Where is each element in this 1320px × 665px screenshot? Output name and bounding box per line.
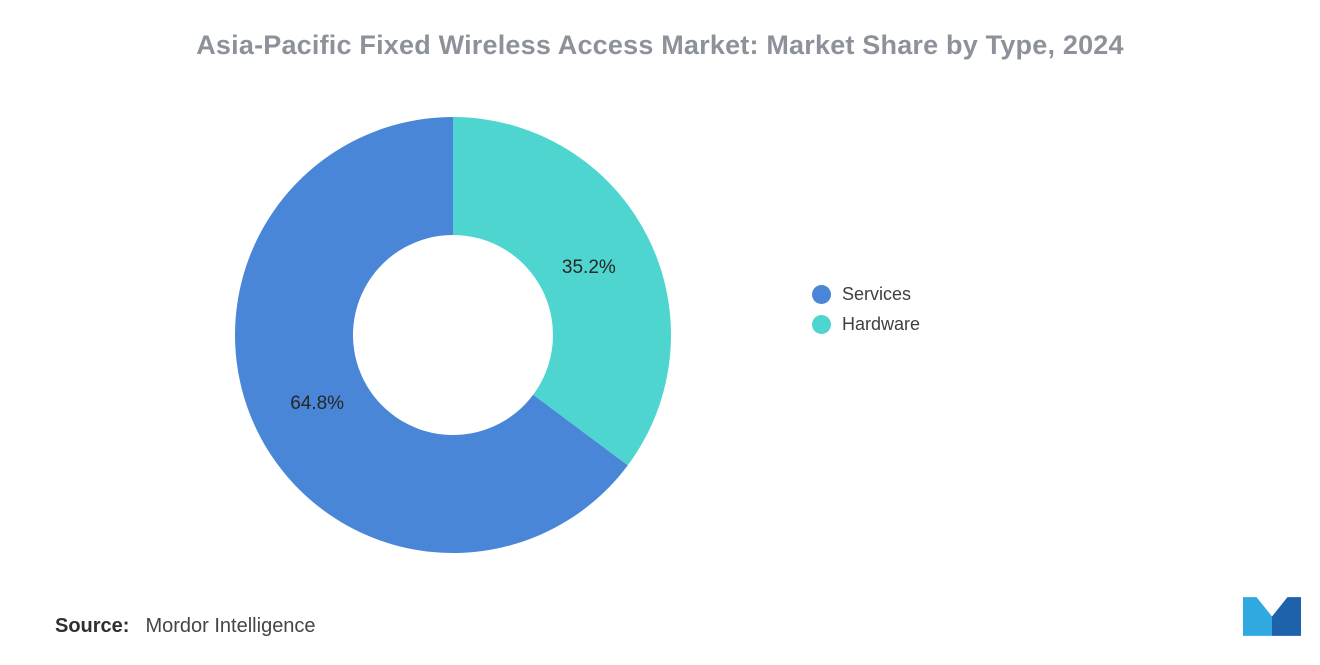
donut-segment-hardware (453, 117, 671, 466)
mordor-logo-icon (1243, 597, 1301, 636)
data-label-hardware: 35.2% (562, 257, 616, 278)
source-value: Mordor Intelligence (145, 615, 316, 637)
donut-segment-services (234, 117, 628, 553)
mordor-intelligence-logo (1243, 597, 1301, 636)
data-label-services: 64.8% (290, 393, 344, 414)
source-label: Source: (55, 615, 130, 637)
legend-label-services: Services (842, 284, 912, 304)
legend-item-services: Services (812, 284, 920, 305)
legend-marker-hardware (812, 315, 831, 334)
chart-title: Asia-Pacific Fixed Wireless Access Marke… (196, 30, 1124, 60)
donut-chart: 35.2% 64.8% (233, 115, 673, 555)
legend-label-hardware: Hardware (842, 314, 921, 334)
chart-legend: Services Hardware (812, 284, 920, 335)
legend-item-hardware: Hardware (812, 314, 920, 335)
legend-marker-services (812, 285, 831, 304)
source-line: Source: Mordor Intelligence (55, 615, 316, 638)
donut-chart-svg: 35.2% 64.8% (234, 117, 671, 553)
